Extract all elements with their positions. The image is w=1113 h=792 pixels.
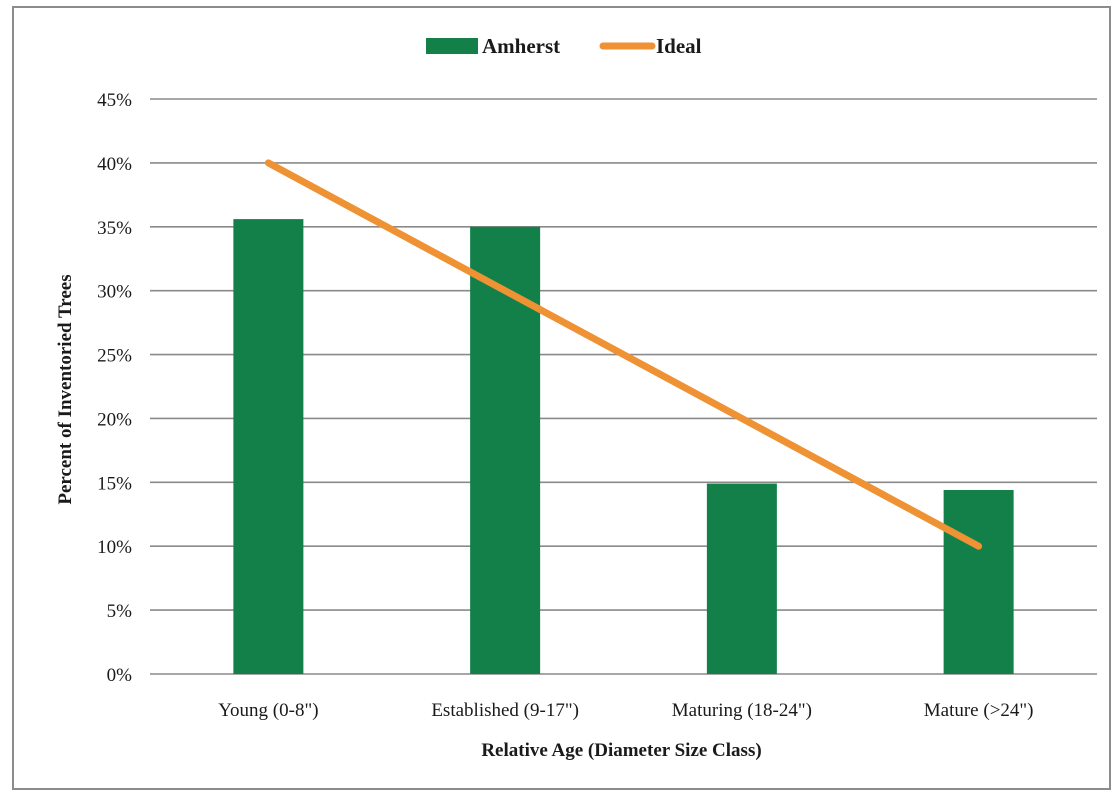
legend: Amherst Ideal — [426, 34, 702, 58]
y-axis-title: Percent of Inventoried Trees — [55, 274, 76, 504]
y-tick-label: 35% — [97, 218, 132, 239]
line-series — [264, 159, 983, 550]
x-tick-label: Young (0-8") — [218, 700, 318, 721]
legend-label-ideal: Ideal — [656, 34, 702, 58]
x-axis-ticks: Young (0-8") Established (9-17") Maturing … — [218, 700, 1033, 721]
ideal-line — [264, 159, 983, 550]
bar — [233, 219, 304, 674]
y-tick-label: 15% — [97, 473, 132, 494]
y-tick-label: 40% — [97, 154, 132, 175]
y-tick-label: 30% — [97, 282, 132, 303]
y-tick-label: 0% — [107, 665, 133, 686]
y-tick-label: 5% — [107, 601, 133, 622]
y-tick-label: 45% — [97, 90, 132, 111]
bar-series — [233, 219, 1014, 674]
x-tick-label: Established (9-17") — [431, 700, 579, 721]
x-tick-label: Maturing (18-24") — [672, 700, 812, 721]
y-axis-ticks: 0% 5% 10% 15% 20% 25% 30% 35% 40% 45% — [97, 90, 132, 686]
x-tick-label: Mature (>24") — [924, 700, 1034, 721]
chart-frame — [12, 6, 1111, 790]
y-tick-label: 25% — [97, 346, 132, 367]
y-tick-label: 10% — [97, 537, 132, 558]
x-axis-title: Relative Age (Diameter Size Class) — [481, 740, 761, 761]
bar — [706, 483, 777, 674]
y-tick-label: 20% — [97, 409, 132, 430]
gridlines — [150, 98, 1097, 675]
legend-label-amherst: Amherst — [482, 34, 560, 58]
legend-swatch-amherst — [426, 38, 478, 54]
bar — [943, 490, 1014, 674]
